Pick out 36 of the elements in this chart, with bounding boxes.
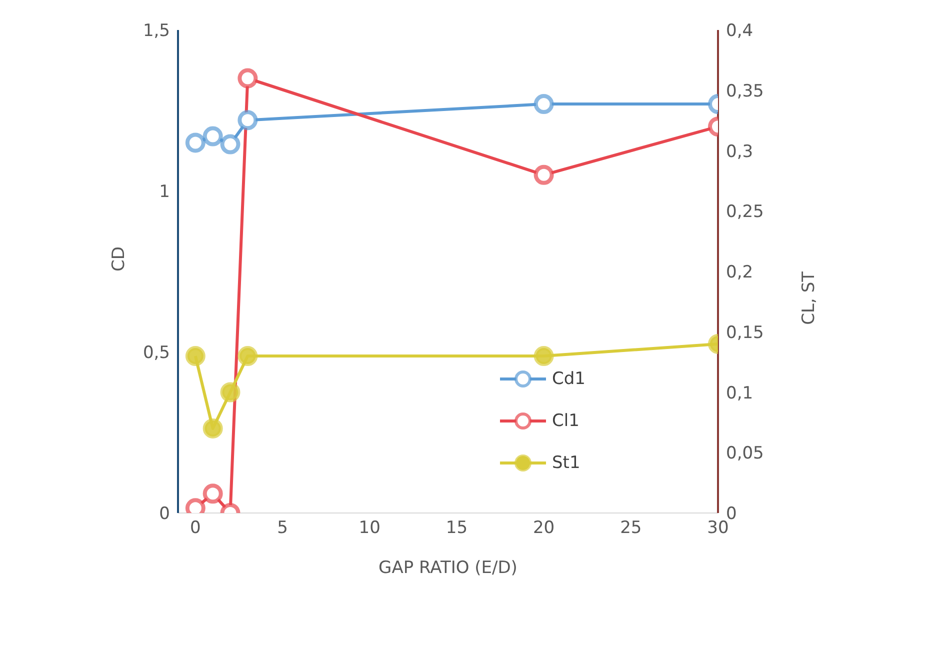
y2-tick-label: 0,4 xyxy=(726,21,754,42)
x-tick-label: 15 xyxy=(446,518,468,538)
point xyxy=(202,126,223,146)
y2-tick-label: 0,3 xyxy=(726,142,754,162)
y-tick-label: 1 xyxy=(159,182,170,202)
point xyxy=(238,68,258,88)
y2-tick-label: 0 xyxy=(726,504,737,524)
y2-tick-label: 0,25 xyxy=(726,202,764,222)
point xyxy=(202,484,223,504)
x-tick-label: 25 xyxy=(620,518,642,538)
x-tick-label: 20 xyxy=(532,518,555,538)
point xyxy=(185,132,206,153)
legend-label: Cd1 xyxy=(552,369,586,389)
legend-label: St1 xyxy=(552,453,580,473)
point xyxy=(238,110,258,130)
x-tick-label: 10 xyxy=(358,518,380,538)
y-axis-title: CD xyxy=(109,246,130,272)
point xyxy=(185,346,206,366)
x-tick-label: 5 xyxy=(277,518,288,538)
y2-tick-label: 0,2 xyxy=(726,262,754,283)
y2-axis-title: CL, ST xyxy=(799,270,820,325)
y-tick-label: 1,5 xyxy=(142,21,170,42)
point xyxy=(202,418,223,438)
point xyxy=(220,134,240,154)
x-tick-label: 0 xyxy=(190,518,201,538)
x-tick-label: 30 xyxy=(707,518,729,538)
y2-tick-label: 0,1 xyxy=(726,383,754,404)
y2-tick-label: 0,35 xyxy=(726,81,764,102)
point xyxy=(220,382,240,402)
x-axis-title: GAP RATIO (E/D) xyxy=(378,558,518,578)
y2-tick-label: 0,05 xyxy=(726,444,764,464)
point xyxy=(238,346,258,366)
legend-label: Cl1 xyxy=(552,411,580,431)
y-tick-label: 0,5 xyxy=(142,343,170,364)
y2-tick-label: 0,15 xyxy=(726,322,764,343)
y-tick-label: 0 xyxy=(159,504,170,524)
